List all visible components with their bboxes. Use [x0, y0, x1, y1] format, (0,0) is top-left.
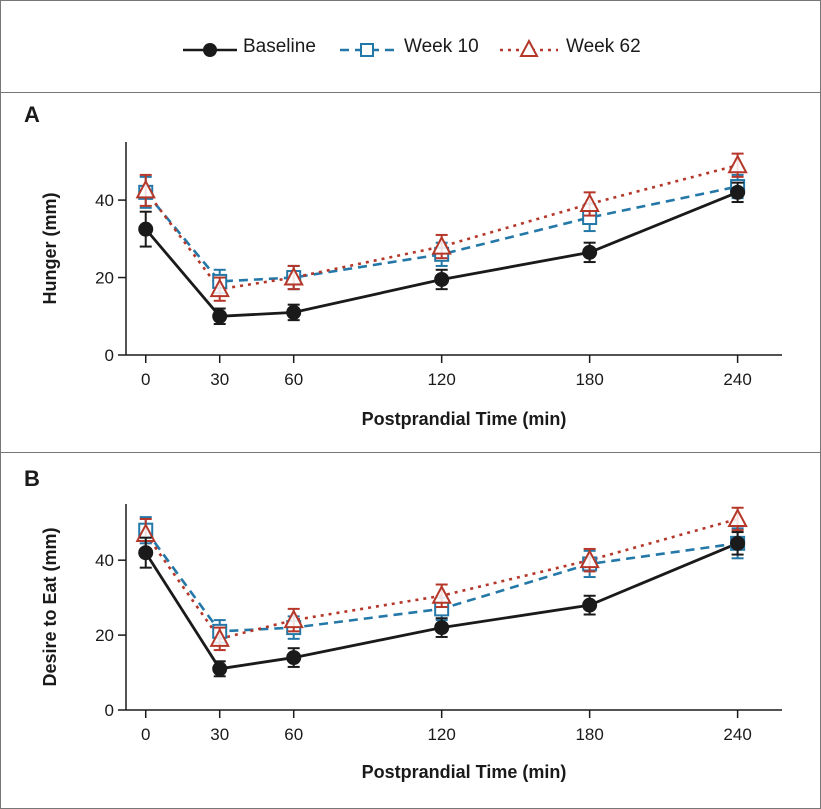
x-tick-label: 240	[723, 725, 751, 744]
data-point-baseline	[582, 597, 598, 613]
legend-divider	[0, 92, 821, 93]
x-axis-title: Postprandial Time (min)	[362, 762, 567, 782]
data-point-week-62	[579, 549, 600, 569]
hunger-chart: 0 20 40 0 30 60 120 180 240 Postprandial Time (mi…	[40, 142, 782, 429]
data-point-week-62	[431, 584, 452, 604]
panel-divider	[0, 452, 821, 453]
x-tick-label: 30	[210, 370, 229, 389]
data-point-week-62	[727, 507, 748, 527]
x-tick-label: 240	[723, 370, 751, 389]
legend-item-baseline: Baseline	[183, 22, 323, 72]
data-point-baseline	[286, 304, 302, 320]
data-point-baseline	[138, 221, 154, 237]
y-axis-title: Hunger (mm)	[40, 192, 60, 304]
x-tick-label: 180	[575, 370, 603, 389]
panel-label-a: A	[24, 102, 40, 127]
series-line-week-62	[144, 163, 738, 291]
y-tick-label: 20	[95, 626, 114, 645]
x-tick-label: 0	[141, 370, 150, 389]
y-tick-label: 0	[105, 346, 114, 365]
data-point-week-62	[579, 192, 600, 212]
baseline-swatch	[183, 43, 237, 57]
data-point-week-62	[283, 266, 304, 286]
legend-item-week62: Week 62	[500, 22, 650, 72]
week10-swatch	[340, 43, 394, 57]
data-point-baseline	[212, 661, 228, 677]
x-tick-label: 0	[141, 725, 150, 744]
data-point-baseline	[582, 244, 598, 260]
desire-to-eat-chart: 0 20 40 0 30 60 120 180 240 Postprandial Time (mi…	[40, 504, 782, 782]
data-point-baseline	[286, 650, 302, 666]
y-tick-label: 40	[95, 551, 114, 570]
data-point-week-62	[209, 627, 230, 647]
x-axis-title: Postprandial Time (min)	[362, 409, 567, 429]
x-tick-label: 120	[427, 370, 455, 389]
legend-label-week10: Week 10	[404, 36, 479, 57]
data-point-week-62	[431, 235, 452, 255]
panel-label-b: B	[24, 466, 40, 491]
series-line-week-10	[144, 185, 738, 283]
data-point-week-62	[135, 179, 156, 199]
series-line-baseline	[144, 191, 739, 318]
data-point-baseline	[434, 271, 450, 287]
series-line-week-10	[144, 529, 738, 633]
x-tick-label: 180	[575, 725, 603, 744]
data-point-week-62	[209, 278, 230, 298]
data-point-baseline	[434, 620, 450, 636]
x-tick-label: 60	[284, 370, 303, 389]
series-line-baseline	[144, 542, 739, 671]
data-point-baseline	[212, 308, 228, 324]
x-tick-label: 30	[210, 725, 229, 744]
y-tick-label: 40	[95, 191, 114, 210]
data-point-baseline	[730, 535, 746, 551]
data-point-baseline	[138, 545, 154, 561]
data-point-baseline	[730, 184, 746, 200]
legend: Baseline Week 10 Week 62	[0, 22, 821, 72]
y-axis-title: Desire to Eat (mm)	[40, 527, 60, 686]
y-tick-label: 20	[95, 269, 114, 288]
y-tick-label: 0	[105, 701, 114, 720]
legend-label-week62: Week 62	[566, 36, 641, 57]
legend-label-baseline: Baseline	[243, 36, 316, 57]
x-tick-label: 120	[427, 725, 455, 744]
data-point-week-62	[283, 608, 304, 629]
week62-swatch	[500, 38, 558, 57]
data-point-week-62	[727, 154, 748, 174]
legend-item-week10: Week 10	[340, 22, 480, 72]
series-line-week-62	[144, 517, 738, 641]
x-tick-label: 60	[284, 725, 303, 744]
